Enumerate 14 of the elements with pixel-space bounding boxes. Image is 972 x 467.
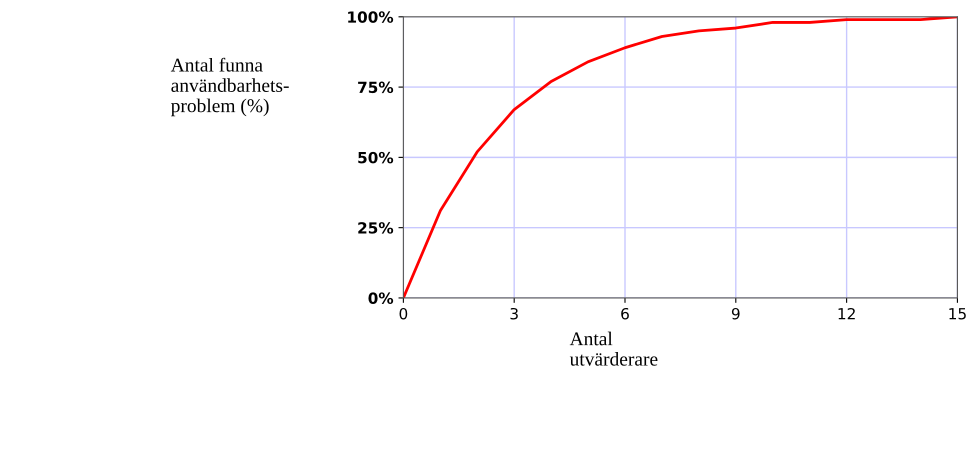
x-tick-label: 12	[838, 308, 855, 320]
y-tick-label: 25%	[358, 222, 394, 234]
y-tick-label: 0%	[368, 292, 394, 304]
y-axis-title: Antal funna användbarhets- problem (%)	[170, 58, 289, 116]
x-tick-label: 15	[949, 308, 966, 320]
y-tick-label: 75%	[358, 82, 394, 94]
y-tick-label: 50%	[358, 152, 394, 164]
x-axis-title: Antal utvärderare	[570, 332, 658, 366]
x-tick-label: 3	[510, 308, 518, 320]
x-tick-label: 6	[621, 308, 629, 320]
line-series	[403, 16, 958, 298]
x-tick-label: 0	[400, 308, 408, 320]
x-tick-label: 9	[732, 308, 740, 320]
y-tick-label: 100%	[348, 11, 394, 23]
